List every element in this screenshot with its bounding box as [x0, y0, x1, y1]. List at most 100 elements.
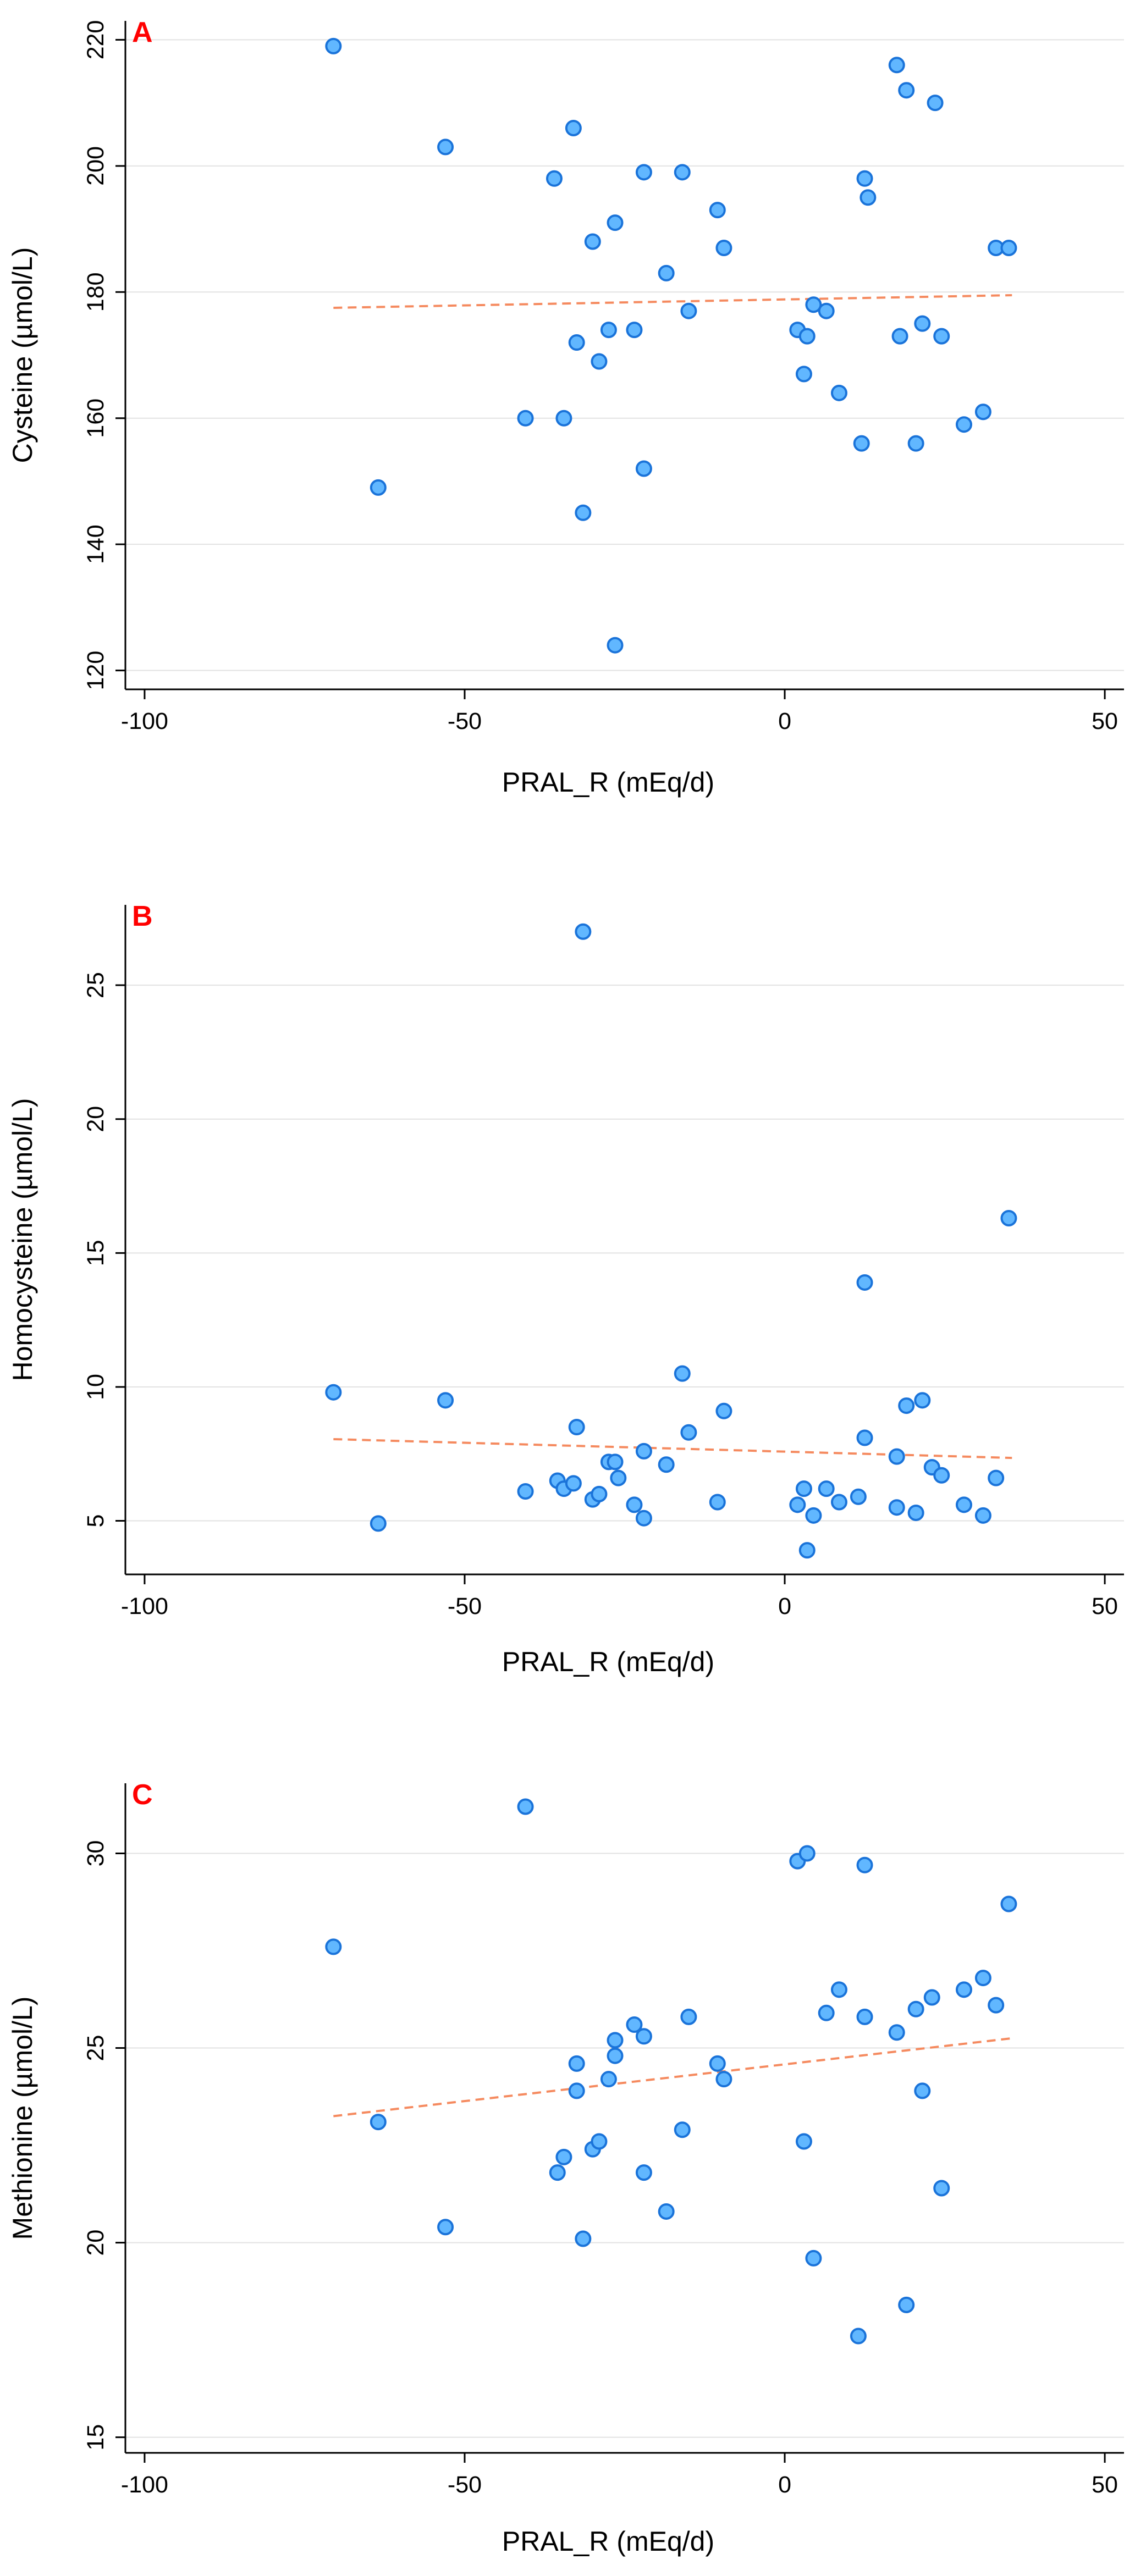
data-point: [856, 170, 873, 187]
data-point: [830, 1981, 847, 1998]
data-point: [591, 353, 608, 370]
x-tick-label: -100: [121, 708, 168, 734]
data-point: [626, 322, 643, 339]
data-point: [914, 2082, 931, 2099]
data-point: [974, 1970, 991, 1987]
data-point: [888, 1448, 905, 1465]
data-point: [370, 479, 387, 496]
data-point: [555, 410, 572, 427]
x-tick-label: 50: [1092, 708, 1118, 734]
chart-panel-a: 120 140 160 180 200 220 -100 -50 0 50 PRAL_R (mEq/…: [7, 16, 1124, 798]
data-point: [830, 1494, 847, 1511]
data-point: [933, 2180, 950, 2197]
data-point: [575, 504, 592, 521]
x-axis-title: PRAL_R (mEq/d): [502, 767, 714, 798]
data-point: [955, 416, 972, 433]
data-point: [805, 1507, 822, 1524]
data-point: [1000, 1895, 1017, 1912]
x-tick-label: 0: [778, 708, 791, 734]
data-point: [891, 328, 908, 345]
data-point: [517, 1798, 534, 1815]
y-tick-label: 10: [82, 1374, 109, 1400]
data-point: [907, 2000, 924, 2017]
data-point: [584, 233, 601, 250]
data-point: [370, 1515, 387, 1532]
y-tick-label: 180: [82, 272, 109, 312]
data-point: [974, 403, 991, 421]
data-point: [635, 1442, 652, 1460]
x-axis-title: PRAL_R (mEq/d): [502, 2526, 714, 2557]
data-point: [626, 2016, 643, 2033]
chart-panel-c: 15 20 25 30 -100 -50 0 50 PRAL_R (mEq/d) Methioni…: [7, 1779, 1124, 2557]
data-point: [888, 1499, 905, 1516]
data-point: [856, 1274, 873, 1291]
data-point: [1000, 239, 1017, 256]
data-point: [974, 1507, 991, 1524]
data-point: [818, 1480, 835, 1497]
data-point: [565, 120, 582, 137]
data-point: [607, 214, 624, 231]
data-point: [635, 2028, 652, 2045]
x-tick-label: 50: [1092, 1593, 1118, 1619]
y-tick-label: 200: [82, 146, 109, 186]
y-axis-title: Cysteine (µmol/L): [7, 247, 38, 463]
y-axis-title: Methionine (µmol/L): [7, 1997, 38, 2240]
data-point: [591, 2133, 608, 2150]
data-point: [898, 82, 915, 99]
data-point: [325, 1384, 342, 1401]
data-point: [888, 2024, 905, 2041]
data-point: [568, 2055, 585, 2072]
data-point: [818, 302, 835, 319]
y-tick-label: 5: [82, 1514, 109, 1528]
x-tick-label: -100: [121, 1593, 168, 1619]
y-tick-label: 120: [82, 651, 109, 690]
data-point: [437, 139, 454, 156]
data-point: [853, 435, 870, 452]
data-point: [830, 384, 847, 401]
x-tick-label: -100: [121, 2472, 168, 2498]
data-point: [933, 1467, 950, 1484]
data-point: [575, 923, 592, 940]
fitted-line: [333, 294, 1012, 309]
data-point: [568, 334, 585, 351]
y-axis-title: Homocysteine (µmol/L): [7, 1098, 38, 1381]
data-point: [933, 328, 950, 345]
data-point: [715, 239, 732, 256]
data-point: [680, 302, 697, 319]
data-point: [517, 410, 534, 427]
data-point: [680, 2008, 697, 2025]
data-point: [555, 2148, 572, 2165]
data-point: [709, 2055, 726, 2072]
data-point: [798, 1542, 816, 1559]
data-point: [325, 37, 342, 54]
data-point: [549, 2164, 566, 2181]
data-point: [907, 1504, 924, 1521]
data-point: [325, 1938, 342, 1955]
data-point: [437, 1392, 454, 1409]
data-point: [795, 366, 812, 383]
data-point: [798, 1845, 816, 1862]
data-point: [610, 1469, 627, 1486]
data-point: [575, 2230, 592, 2247]
data-point: [709, 202, 726, 219]
data-point: [674, 2121, 691, 2138]
data-point: [798, 328, 816, 345]
data-point: [914, 1392, 931, 1409]
data-point: [546, 170, 563, 187]
x-axis-title: PRAL_R (mEq/d): [502, 1646, 714, 1677]
data-point: [600, 2071, 617, 2088]
data-point: [568, 1419, 585, 1436]
y-tick-label: 30: [82, 1840, 109, 1867]
data-point: [600, 322, 617, 339]
data-point: [927, 95, 944, 112]
data-point: [658, 1456, 675, 1473]
data-point: [898, 2296, 915, 2313]
data-point: [635, 164, 652, 181]
data-point: [988, 1469, 1005, 1486]
data-point: [795, 2133, 812, 2150]
data-point: [805, 296, 822, 313]
data-point: [437, 2219, 454, 2236]
data-point: [856, 1856, 873, 1873]
data-point: [1000, 1210, 1017, 1227]
